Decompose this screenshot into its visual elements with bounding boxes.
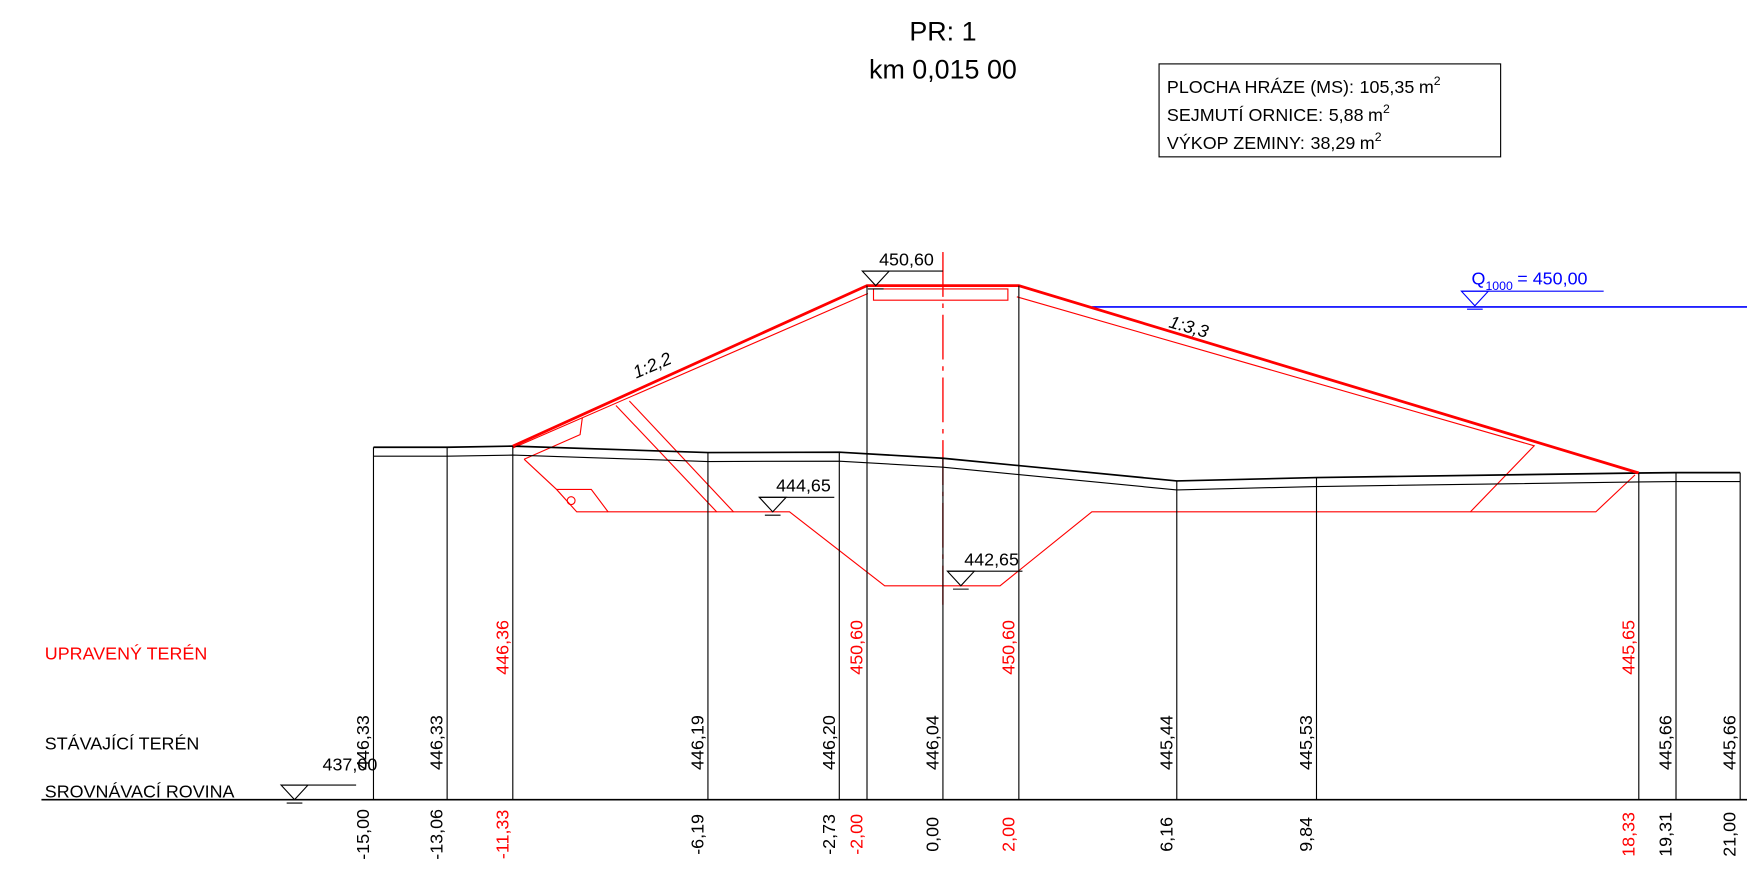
berm-level-label: 444,65 xyxy=(776,476,831,496)
existing-terrain xyxy=(373,445,1741,482)
info-value: 105,35 xyxy=(1360,77,1415,97)
info-label: SEJMUTÍ ORNICE: xyxy=(1167,105,1323,125)
water-symbol-text: Q xyxy=(1472,269,1486,289)
existing-elevation: 445,66 xyxy=(1656,715,1676,770)
subtitle: km 0,015 00 xyxy=(869,54,1017,84)
datum-level-label: 437,00 xyxy=(323,755,378,775)
station-label: -2,73 xyxy=(819,814,839,855)
design-elevation: 445,65 xyxy=(1618,620,1638,675)
station-label: -15,00 xyxy=(353,809,373,860)
info-line: SEJMUTÍ ORNICE: 5,88 m2 xyxy=(1167,102,1390,125)
station-label: 19,31 xyxy=(1656,812,1676,857)
info-line: VÝKOP ZEMINY: 38,29 m2 xyxy=(1167,130,1382,153)
excavation xyxy=(512,288,1636,587)
left-toe xyxy=(523,417,583,460)
existing-elevation: 446,33 xyxy=(427,715,447,770)
info-line: PLOCHA HRÁZE (MS): 105,35 m2 xyxy=(1167,74,1441,97)
crest-level-label: 450,60 xyxy=(879,249,934,269)
info-unit: m xyxy=(1419,77,1434,97)
station-label: 0,00 xyxy=(922,817,942,852)
design-elevation: 450,60 xyxy=(998,620,1018,675)
info-label: VÝKOP ZEMINY: xyxy=(1167,133,1305,153)
station-label: 6,16 xyxy=(1156,817,1176,852)
existing-elevation: 446,33 xyxy=(353,715,373,770)
crest-layer xyxy=(872,288,1009,301)
existing-elevation: 446,04 xyxy=(922,715,942,770)
excavation-outline xyxy=(523,458,1636,587)
station-label: 21,00 xyxy=(1720,812,1740,857)
station-label: -6,19 xyxy=(687,814,707,855)
info-value: 38,29 xyxy=(1311,133,1356,153)
info-label: PLOCHA HRÁZE (MS): xyxy=(1167,77,1354,97)
drain xyxy=(556,488,609,513)
station-label: 18,33 xyxy=(1618,812,1638,857)
info-exponent: 2 xyxy=(1434,74,1441,88)
design-elevation: 450,60 xyxy=(847,620,867,675)
existing-elevation: 445,44 xyxy=(1156,715,1176,770)
info-box xyxy=(1158,63,1502,158)
water-label: Q1000 = 450,00 xyxy=(1472,269,1588,294)
topsoil-line xyxy=(373,454,1741,491)
existing-elevation: 446,19 xyxy=(687,715,707,770)
design-elevation: 446,36 xyxy=(492,620,512,675)
info-value: 5,88 xyxy=(1329,105,1364,125)
info-exponent: 2 xyxy=(1383,102,1390,116)
channel-level-label: 442,65 xyxy=(964,550,1019,570)
channel-level-symbol xyxy=(946,570,976,590)
station-label: -11,33 xyxy=(492,810,512,859)
title: PR: 1 xyxy=(909,16,976,46)
station-label: -13,06 xyxy=(427,809,447,860)
water-value: = 450,00 xyxy=(1517,269,1587,289)
water-subscript: 1000 xyxy=(1485,279,1513,293)
existing-elevation: 445,66 xyxy=(1720,715,1740,770)
info-unit: m xyxy=(1360,133,1375,153)
station-label: -2,00 xyxy=(847,814,867,855)
existing-row-label: STÁVAJÍCÍ TERÉN xyxy=(45,733,200,753)
design-terrain xyxy=(512,284,1640,475)
station-label: 9,84 xyxy=(1296,817,1316,852)
datum-row-label: SROVNÁVACÍ ROVINA xyxy=(45,781,235,801)
right-layer xyxy=(1016,296,1536,513)
info-exponent: 2 xyxy=(1375,130,1382,144)
design-row-label: UPRAVENÝ TERÉN xyxy=(45,644,208,664)
existing-elevation: 446,20 xyxy=(819,715,839,770)
station-label: 2,00 xyxy=(998,817,1018,852)
drain-pipe xyxy=(566,496,576,506)
left-filter xyxy=(615,400,734,513)
info-unit: m xyxy=(1368,105,1383,125)
left-layer xyxy=(512,292,869,449)
existing-elevation: 445,53 xyxy=(1296,715,1316,770)
berm-level-symbol xyxy=(757,496,788,516)
